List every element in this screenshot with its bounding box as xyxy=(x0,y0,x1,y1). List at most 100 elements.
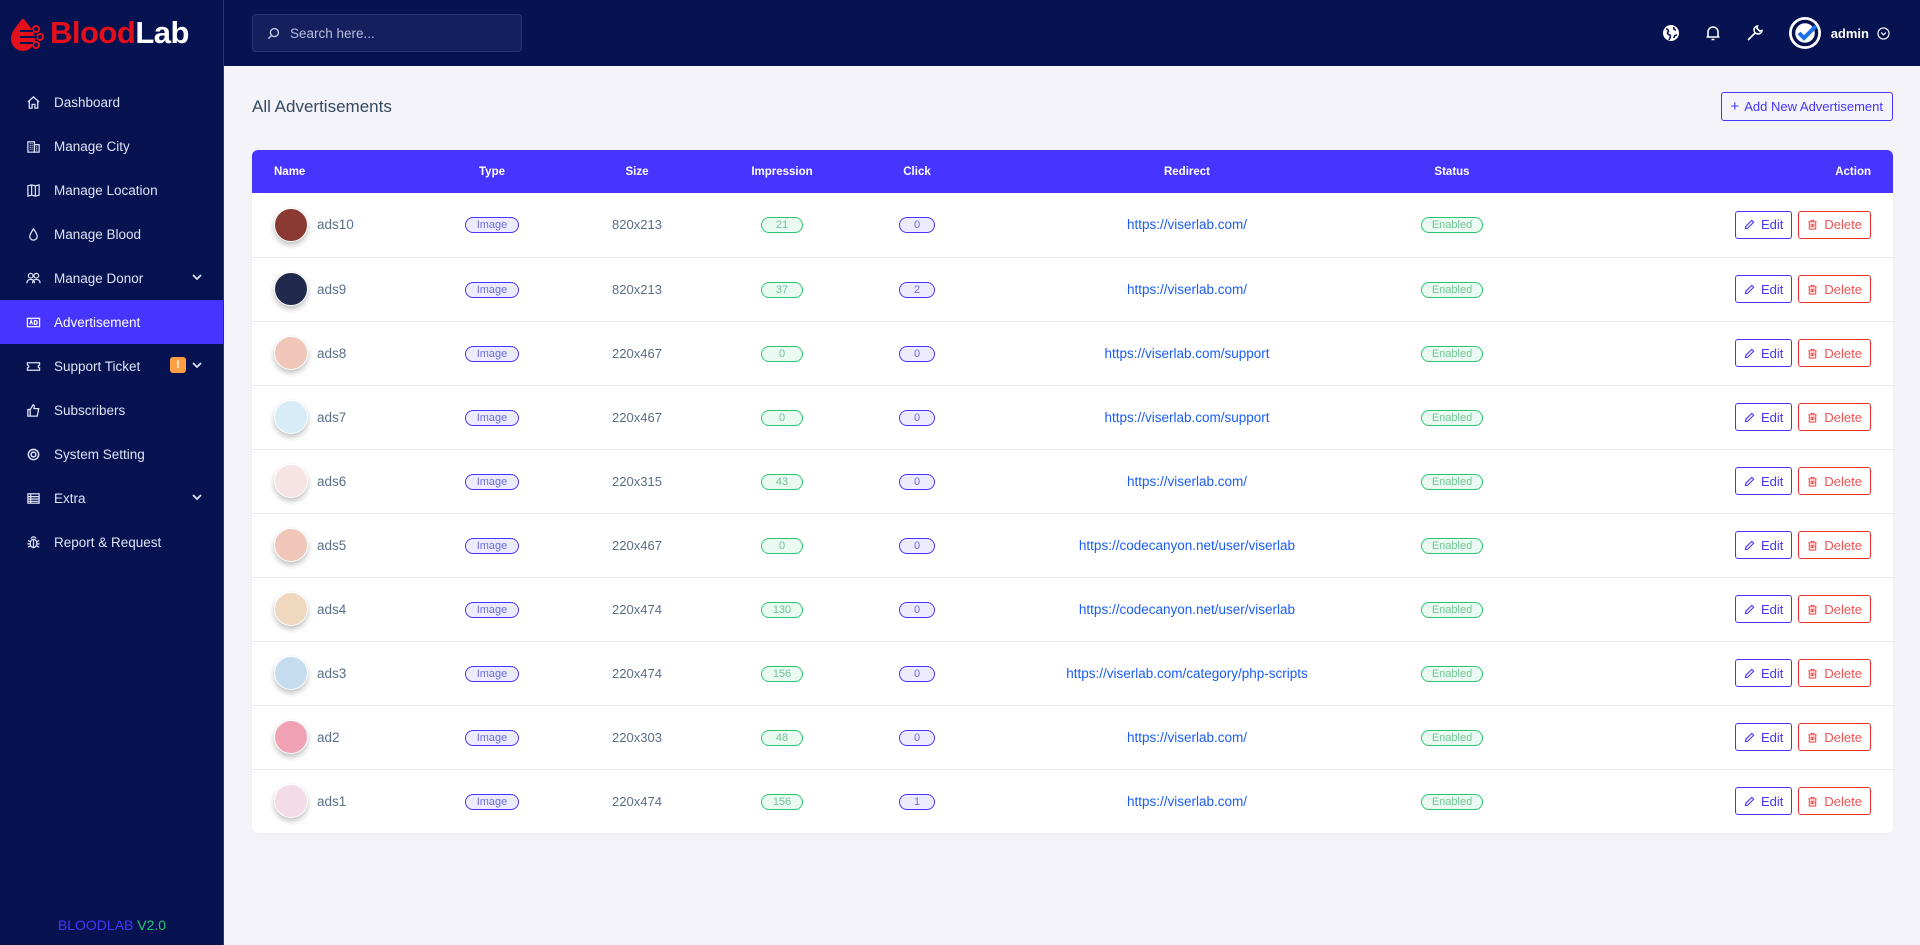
ad-thumbnail[interactable] xyxy=(274,464,308,498)
sidebar-item-manage-blood[interactable]: Manage Blood xyxy=(0,212,223,256)
logo[interactable]: BloodLab xyxy=(0,0,223,66)
redirect-link[interactable]: https://viserlab.com/support xyxy=(1104,345,1270,361)
table-row: ads3 Image 220x474 156 0 https://viserla… xyxy=(252,641,1893,705)
pencil-icon xyxy=(1744,219,1755,230)
delete-button[interactable]: Delete xyxy=(1798,403,1871,431)
sidebar-item-advertisement[interactable]: Advertisement xyxy=(0,300,223,344)
redirect-link[interactable]: https://codecanyon.net/user/viserlab xyxy=(1078,537,1296,553)
type-badge: Image xyxy=(464,281,520,298)
checkmark-logo-icon xyxy=(1791,19,1818,47)
sidebar-item-report-request[interactable]: Report & Request xyxy=(0,520,223,564)
redirect-link[interactable]: https://viserlab.com/ xyxy=(1126,217,1248,233)
ad-thumbnail[interactable] xyxy=(274,720,308,754)
ad-name: ads1 xyxy=(317,793,347,809)
delete-button[interactable]: Delete xyxy=(1798,275,1871,303)
sidebar-item-label: Manage Blood xyxy=(54,226,142,242)
tools-button[interactable] xyxy=(1745,23,1765,43)
building-icon xyxy=(25,138,41,154)
type-badge: Image xyxy=(464,601,520,618)
redirect-link[interactable]: https://viserlab.com/ xyxy=(1126,281,1248,297)
sidebar-item-manage-donor[interactable]: Manage Donor xyxy=(0,256,223,300)
ad-thumbnail[interactable] xyxy=(274,336,308,370)
plus-icon: + xyxy=(1730,97,1740,115)
ad-thumbnail[interactable] xyxy=(274,656,308,690)
search-input[interactable] xyxy=(290,25,500,41)
table-header-row: Name Type Size Impression Click Redirect… xyxy=(252,150,1893,193)
edit-button[interactable]: Edit xyxy=(1735,210,1793,239)
impression-badge: 130 xyxy=(761,601,803,618)
language-button[interactable] xyxy=(1661,23,1681,43)
column-header-name: Name xyxy=(274,165,306,178)
delete-button[interactable]: Delete xyxy=(1798,467,1871,495)
ad-size: 220x303 xyxy=(612,729,662,745)
column-header-status: Status xyxy=(1434,165,1470,178)
notifications-button[interactable] xyxy=(1703,23,1723,43)
ad-size: 820x213 xyxy=(612,281,662,297)
pencil-icon xyxy=(1744,732,1755,742)
ad-size: 220x474 xyxy=(612,793,662,809)
ad-thumbnail[interactable] xyxy=(274,400,308,434)
ad-thumbnail[interactable] xyxy=(274,272,308,306)
ad-size: 220x467 xyxy=(612,409,662,425)
redirect-link[interactable]: https://viserlab.com/support xyxy=(1104,409,1270,425)
click-badge: 0 xyxy=(899,473,935,490)
redirect-link[interactable]: https://viserlab.com/ xyxy=(1126,729,1248,745)
sidebar-item-subscribers[interactable]: Subscribers xyxy=(0,388,223,432)
impression-badge: 37 xyxy=(761,281,803,298)
table-row: ads5 Image 220x467 0 0 https://codecanyo… xyxy=(252,513,1893,577)
sidebar-nav: Dashboard Manage City Manage Location Ma… xyxy=(0,80,223,564)
delete-button[interactable]: Delete xyxy=(1798,659,1871,687)
edit-button[interactable]: Edit xyxy=(1735,659,1793,687)
edit-button[interactable]: Edit xyxy=(1735,339,1793,367)
sidebar-item-manage-city[interactable]: Manage City xyxy=(0,124,223,168)
edit-button[interactable]: Edit xyxy=(1735,403,1793,431)
delete-button[interactable]: Delete xyxy=(1798,723,1871,751)
bell-icon xyxy=(1706,26,1720,41)
redirect-link[interactable]: https://codecanyon.net/user/viserlab xyxy=(1078,601,1296,617)
avatar xyxy=(1788,17,1821,49)
add-advertisement-button[interactable]: + Add New Advertisement xyxy=(1720,91,1893,121)
click-badge: 2 xyxy=(899,281,935,298)
globe-icon xyxy=(1662,25,1679,41)
edit-button[interactable]: Edit xyxy=(1735,467,1793,495)
sidebar-item-system-setting[interactable]: System Setting xyxy=(0,432,223,476)
ad-thumbnail[interactable] xyxy=(274,528,308,562)
impression-badge: 0 xyxy=(761,537,803,554)
user-menu[interactable]: admin xyxy=(1788,17,1890,49)
type-badge: Image xyxy=(464,793,520,810)
status-badge: Enabled xyxy=(1420,537,1484,554)
trash-icon xyxy=(1808,348,1818,359)
ad-thumbnail[interactable] xyxy=(274,592,308,626)
ad-name: ad2 xyxy=(317,729,340,745)
map-icon xyxy=(25,182,41,198)
edit-button[interactable]: Edit xyxy=(1735,531,1793,559)
sidebar-item-support-ticket[interactable]: Support Ticket ! xyxy=(0,344,223,388)
status-badge: Enabled xyxy=(1420,345,1484,362)
sidebar-item-manage-location[interactable]: Manage Location xyxy=(0,168,223,212)
delete-button[interactable]: Delete xyxy=(1798,787,1871,816)
delete-button[interactable]: Delete xyxy=(1798,531,1871,559)
delete-button[interactable]: Delete xyxy=(1798,339,1871,367)
type-badge: Image xyxy=(464,345,520,362)
redirect-link[interactable]: https://viserlab.com/ xyxy=(1126,473,1248,489)
sidebar-item-dashboard[interactable]: Dashboard xyxy=(0,80,223,124)
search-box[interactable] xyxy=(252,14,522,52)
redirect-link[interactable]: https://viserlab.com/ xyxy=(1126,793,1248,809)
edit-button[interactable]: Edit xyxy=(1735,595,1793,623)
table-row: ads8 Image 220x467 0 0 https://viserlab.… xyxy=(252,321,1893,385)
ticket-icon xyxy=(25,358,41,374)
delete-button[interactable]: Delete xyxy=(1798,210,1871,239)
main-content: All Advertisements + Add New Advertiseme… xyxy=(252,66,1893,833)
edit-button[interactable]: Edit xyxy=(1735,787,1793,816)
ad-thumbnail[interactable] xyxy=(274,784,308,819)
status-badge: Enabled xyxy=(1420,793,1484,810)
chevron-down-circle-icon xyxy=(1877,26,1890,40)
trash-icon xyxy=(1808,284,1818,295)
delete-button[interactable]: Delete xyxy=(1798,595,1871,623)
redirect-link[interactable]: https://viserlab.com/category/php-script… xyxy=(1066,665,1308,681)
edit-button[interactable]: Edit xyxy=(1735,275,1793,303)
edit-button[interactable]: Edit xyxy=(1735,723,1793,751)
sidebar-item-extra[interactable]: Extra xyxy=(0,476,223,520)
ad-thumbnail[interactable] xyxy=(274,207,308,242)
sidebar-item-label: Advertisement xyxy=(54,314,141,330)
